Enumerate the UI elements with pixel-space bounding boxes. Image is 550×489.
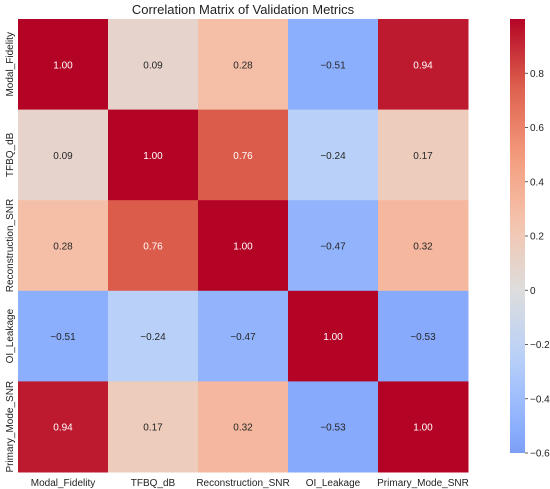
- colorbar-tick-label: 0: [530, 286, 536, 297]
- chart-title: Correlation Matrix of Validation Metrics: [132, 2, 355, 17]
- cell-value-label: 0.94: [413, 60, 433, 71]
- column-labels: Modal_Fidelity TFBQ_dB Reconstruction_SNR O…: [31, 478, 469, 489]
- heatmap-cell: [108, 109, 199, 201]
- cell-value-label: 1.00: [53, 60, 73, 71]
- cell-value-label: 0.28: [233, 60, 253, 71]
- cell-value-label: −0.47: [230, 332, 256, 343]
- row-label: Reconstruction_SNR: [5, 199, 16, 292]
- heatmap-cell: [108, 19, 199, 111]
- cell-value-label: 0.28: [53, 242, 73, 253]
- heatmap-cell: [378, 381, 469, 473]
- colorbar-tick-label: 0.2: [530, 232, 544, 243]
- colorbar-tick-label: −0.6: [530, 449, 550, 460]
- heatmap-cell: [378, 109, 469, 201]
- cell-value-label: 1.00: [143, 151, 163, 162]
- cell-value-label: 0.32: [233, 423, 253, 434]
- heatmap-cell: [108, 200, 199, 292]
- colorbar-tick-label: −0.4: [530, 394, 550, 405]
- colorbar: 0.8 0.6 0.4 0.2 0 −0.2 −0.4 −0.6: [510, 19, 550, 460]
- cell-value-label: 0.17: [413, 151, 433, 162]
- colorbar-tick-label: 0.8: [530, 69, 544, 80]
- heatmap-cell: [18, 109, 109, 201]
- heatmap-cell: [288, 290, 379, 382]
- colorbar-tick-label: 0.6: [530, 123, 544, 134]
- cell-value-label: −0.24: [320, 151, 346, 162]
- heatmap-cell: [108, 290, 199, 382]
- heatmap-cell: [198, 19, 289, 111]
- heatmap-cell: [18, 19, 109, 111]
- heatmap-cell: [378, 290, 469, 382]
- colorbar-tick-label: 0.4: [530, 177, 544, 188]
- heatmap-cell: [198, 290, 289, 382]
- heatmap-cell: [198, 109, 289, 201]
- cell-value-label: 0.17: [143, 423, 163, 434]
- cell-value-label: −0.47: [320, 242, 346, 253]
- cell-value-label: 0.94: [53, 423, 73, 434]
- column-label: Reconstruction_SNR: [196, 478, 289, 489]
- heatmap-cell: [288, 19, 379, 111]
- heatmap-cells: 1.00 0.09 0.28 −0.51 0.94 0.09 1.00 0.76 −0.24 0.…: [18, 19, 469, 473]
- cell-value-label: 0.09: [143, 60, 163, 71]
- column-label: TFBQ_dB: [131, 478, 176, 489]
- heatmap-cell: [288, 200, 379, 292]
- cell-value-label: 0.09: [53, 151, 73, 162]
- colorbar-tick-label: −0.2: [530, 340, 550, 351]
- heatmap-cell: [198, 381, 289, 473]
- cell-value-label: 0.76: [143, 242, 163, 253]
- row-label: TFBQ_dB: [5, 132, 16, 177]
- column-label: Primary_Mode_SNR: [377, 478, 469, 489]
- heatmap-cell: [288, 381, 379, 473]
- cell-value-label: −0.51: [50, 332, 76, 343]
- heatmap-cell: [108, 381, 199, 473]
- cell-value-label: −0.24: [140, 332, 166, 343]
- heatmap-cell: [378, 19, 469, 111]
- cell-value-label: 1.00: [233, 242, 253, 253]
- cell-value-label: 1.00: [323, 332, 343, 343]
- row-label: OI_Leakage: [5, 308, 16, 363]
- column-label: OI_Leakage: [306, 478, 361, 489]
- colorbar-gradient: [510, 19, 525, 453]
- cell-value-label: 0.32: [413, 242, 433, 253]
- heatmap-cell: [18, 290, 109, 382]
- cell-value-label: −0.53: [410, 332, 436, 343]
- row-label: Primary_Mode_SNR: [5, 381, 16, 473]
- heatmap-cell: [18, 200, 109, 292]
- heatmap-cell: [18, 381, 109, 473]
- cell-value-label: −0.53: [320, 423, 346, 434]
- cell-value-label: 1.00: [413, 423, 433, 434]
- row-labels: Modal_Fidelity TFBQ_dB Reconstruction_SNR O…: [5, 32, 16, 472]
- column-label: Modal_Fidelity: [31, 478, 95, 489]
- heatmap-cell: [288, 109, 379, 201]
- cell-value-label: −0.51: [320, 60, 346, 71]
- row-label: Modal_Fidelity: [5, 32, 16, 96]
- cell-value-label: 0.76: [233, 151, 253, 162]
- heatmap-cell: [198, 200, 289, 292]
- heatmap-cell: [378, 200, 469, 292]
